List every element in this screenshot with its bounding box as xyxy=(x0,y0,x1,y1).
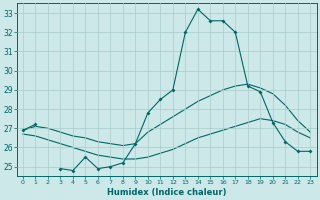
X-axis label: Humidex (Indice chaleur): Humidex (Indice chaleur) xyxy=(107,188,226,197)
